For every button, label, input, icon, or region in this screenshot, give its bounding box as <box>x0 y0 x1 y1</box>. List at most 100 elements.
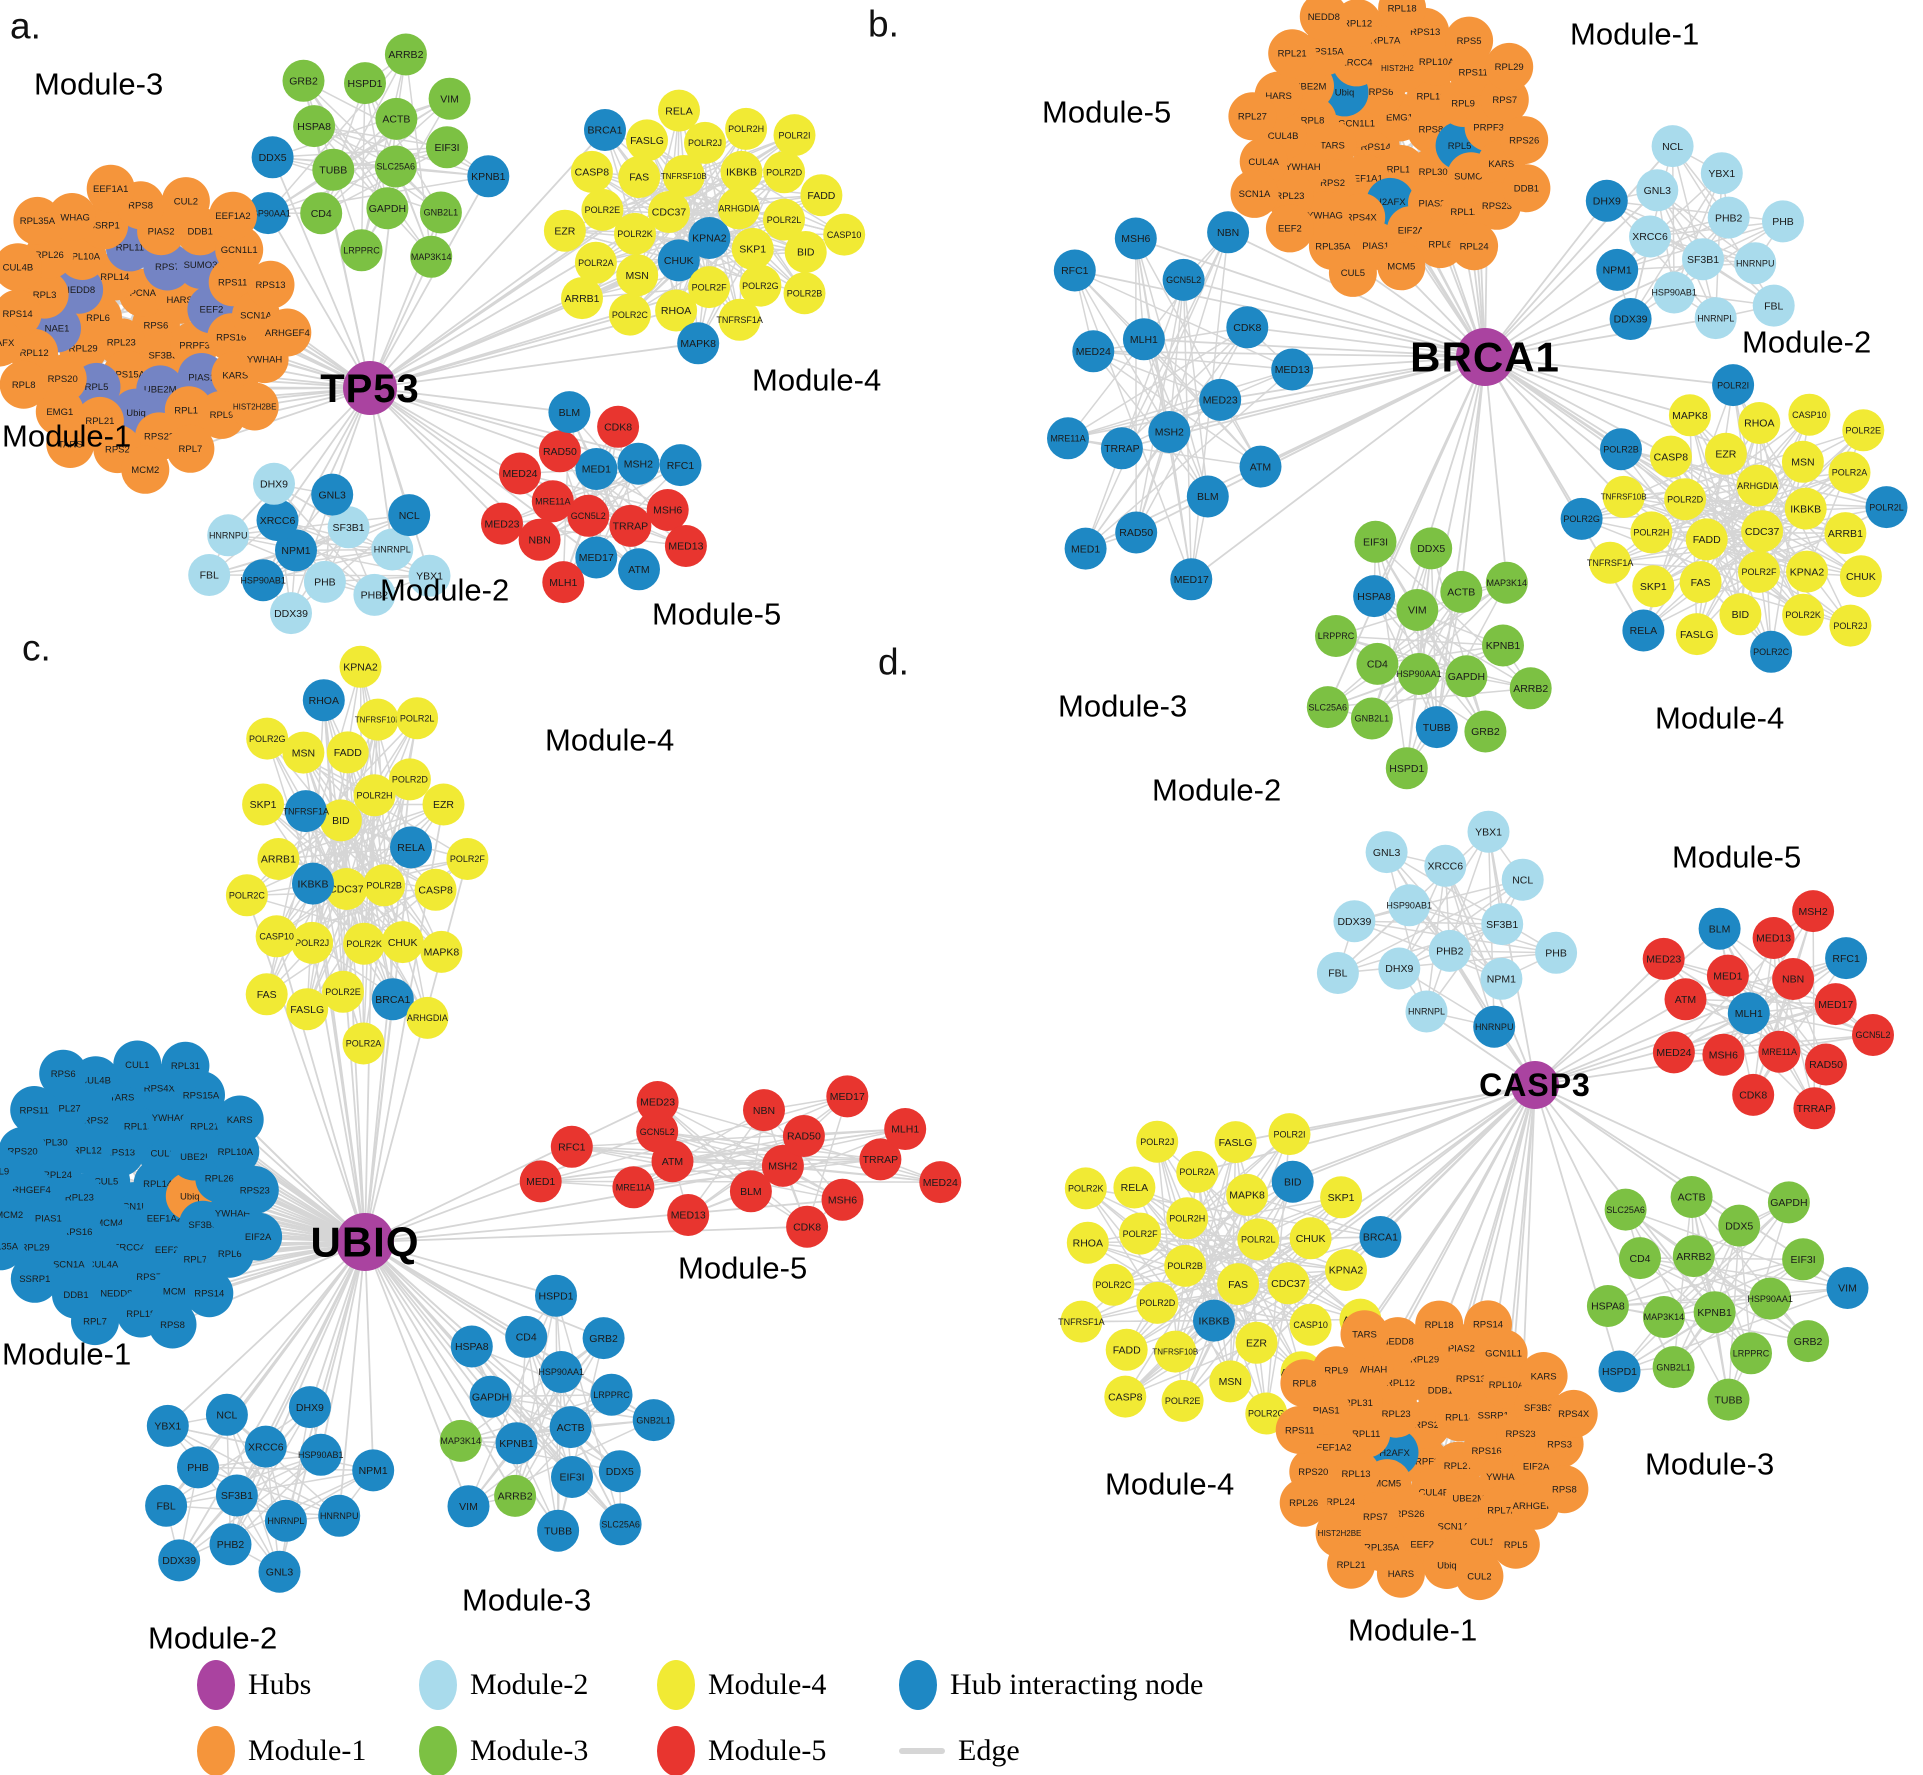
node-mapk8[interactable] <box>1226 1173 1269 1216</box>
node-med23[interactable] <box>481 502 523 545</box>
node-med23[interactable] <box>1199 378 1242 421</box>
node-ncl[interactable] <box>205 1393 248 1436</box>
node-polr2b[interactable] <box>1600 428 1642 471</box>
node-rps11[interactable] <box>1275 1406 1324 1454</box>
node-nbn[interactable] <box>743 1089 785 1132</box>
node-msh6[interactable] <box>821 1178 864 1221</box>
node-xrcc6[interactable] <box>256 499 299 542</box>
node-hnrnpl[interactable] <box>1694 297 1737 340</box>
node-polr2h[interactable] <box>725 107 768 150</box>
node-med1[interactable] <box>1064 527 1107 570</box>
node-ybx1[interactable] <box>146 1404 189 1447</box>
node-fbl[interactable] <box>145 1484 188 1527</box>
node-cul2[interactable] <box>161 177 210 226</box>
node-map3k14[interactable] <box>1485 561 1528 604</box>
node-fbl[interactable] <box>1316 952 1359 994</box>
node-hist2h2be[interactable] <box>230 382 279 431</box>
node-cul4b[interactable] <box>0 243 42 292</box>
node-trrap[interactable] <box>859 1138 902 1181</box>
node-atm[interactable] <box>618 548 660 591</box>
node-msh6[interactable] <box>1702 1033 1745 1076</box>
node-rpl29[interactable] <box>1485 42 1534 91</box>
node-kpna2[interactable] <box>688 217 731 259</box>
node-map3k14[interactable] <box>439 1419 482 1462</box>
node-polr2e[interactable] <box>581 188 624 231</box>
node-med23[interactable] <box>636 1081 679 1123</box>
node-rhoa[interactable] <box>302 679 345 722</box>
node-hspd1[interactable] <box>344 62 386 105</box>
node-rhoa[interactable] <box>1066 1221 1109 1264</box>
node-msn[interactable] <box>616 254 659 297</box>
node-rpl18[interactable] <box>1415 1300 1464 1349</box>
node-dhx9[interactable] <box>253 462 295 505</box>
node-casp10[interactable] <box>1289 1303 1332 1346</box>
node-phb2[interactable] <box>353 573 396 616</box>
node-fas[interactable] <box>618 156 661 198</box>
node-med13[interactable] <box>1752 917 1795 959</box>
node-msh2[interactable] <box>761 1144 804 1187</box>
node-mlh1[interactable] <box>884 1108 927 1150</box>
node-polr2g[interactable] <box>739 264 782 307</box>
node-hsp90aa1[interactable] <box>1397 653 1440 695</box>
node-h2afx[interactable] <box>0 318 23 367</box>
node-arrb1[interactable] <box>257 838 300 880</box>
node-sf3b1[interactable] <box>1682 238 1724 281</box>
node-mapk8[interactable] <box>1668 394 1711 437</box>
node-rps8[interactable] <box>1540 1465 1589 1514</box>
node-ywhag[interactable] <box>48 193 96 241</box>
node-hnrnpl[interactable] <box>1405 990 1448 1033</box>
node-hsp90ab1[interactable] <box>1653 271 1696 314</box>
node-ybx1[interactable] <box>1467 810 1510 853</box>
node-xrcc6[interactable] <box>1629 215 1671 258</box>
node-cdk8[interactable] <box>786 1205 829 1248</box>
node-rpl31[interactable] <box>161 1041 210 1090</box>
node-kpna2[interactable] <box>1325 1249 1367 1291</box>
node-map3k14[interactable] <box>1642 1296 1685 1338</box>
node-hspa8[interactable] <box>1353 575 1396 618</box>
node-slc25a6[interactable] <box>1306 686 1349 729</box>
node-polr2b[interactable] <box>783 272 826 315</box>
node-rps5[interactable] <box>1445 16 1494 65</box>
node-fadd[interactable] <box>326 731 369 774</box>
node-ybx1[interactable] <box>1700 152 1743 195</box>
node-polr2c[interactable] <box>1092 1263 1135 1306</box>
node-phb2[interactable] <box>209 1523 252 1566</box>
node-hnrnpl[interactable] <box>371 528 414 571</box>
node-rpl8[interactable] <box>1280 1359 1329 1408</box>
node-ikbkb[interactable] <box>292 862 334 905</box>
node-eef1a1[interactable] <box>86 164 135 213</box>
node-gnl3[interactable] <box>258 1550 301 1593</box>
node-tars[interactable] <box>46 420 95 468</box>
node-kpnb1[interactable] <box>1482 624 1524 667</box>
node-gnb2l1[interactable] <box>419 191 462 234</box>
node-blm[interactable] <box>729 1170 772 1213</box>
node-eif2a[interactable] <box>234 1212 283 1261</box>
node-eif3i[interactable] <box>551 1456 593 1498</box>
node-vim[interactable] <box>1396 589 1439 631</box>
node-tubb[interactable] <box>312 148 355 191</box>
node-gapdh[interactable] <box>366 187 409 230</box>
node-tubb[interactable] <box>1415 706 1458 749</box>
node-ikbkb[interactable] <box>1784 487 1827 530</box>
node-arhgef4[interactable] <box>263 308 312 357</box>
node-med24[interactable] <box>499 452 541 495</box>
node-trrap[interactable] <box>1100 427 1143 470</box>
node-nedd8[interactable] <box>1299 0 1348 41</box>
node-ezr[interactable] <box>543 209 586 252</box>
node-hnrnpu[interactable] <box>207 514 250 557</box>
node-hsp90aa1[interactable] <box>247 192 290 235</box>
node-nbn[interactable] <box>1772 958 1815 1000</box>
node-tnfrsf10b[interactable] <box>356 698 399 741</box>
node-polr2l[interactable] <box>1237 1218 1280 1261</box>
node-rad50[interactable] <box>782 1115 825 1157</box>
node-fas[interactable] <box>1679 561 1722 604</box>
node-arrb1[interactable] <box>561 277 603 320</box>
node-tnfrsf1a[interactable] <box>718 298 761 341</box>
node-mre11a[interactable] <box>531 480 574 523</box>
node-lrpprc[interactable] <box>590 1373 633 1416</box>
node-phb[interactable] <box>1535 931 1578 974</box>
node-brca1[interactable] <box>1359 1216 1402 1258</box>
node-grb2[interactable] <box>582 1317 625 1360</box>
node-casp8[interactable] <box>1649 435 1692 478</box>
node-arrb2[interactable] <box>1672 1235 1715 1278</box>
